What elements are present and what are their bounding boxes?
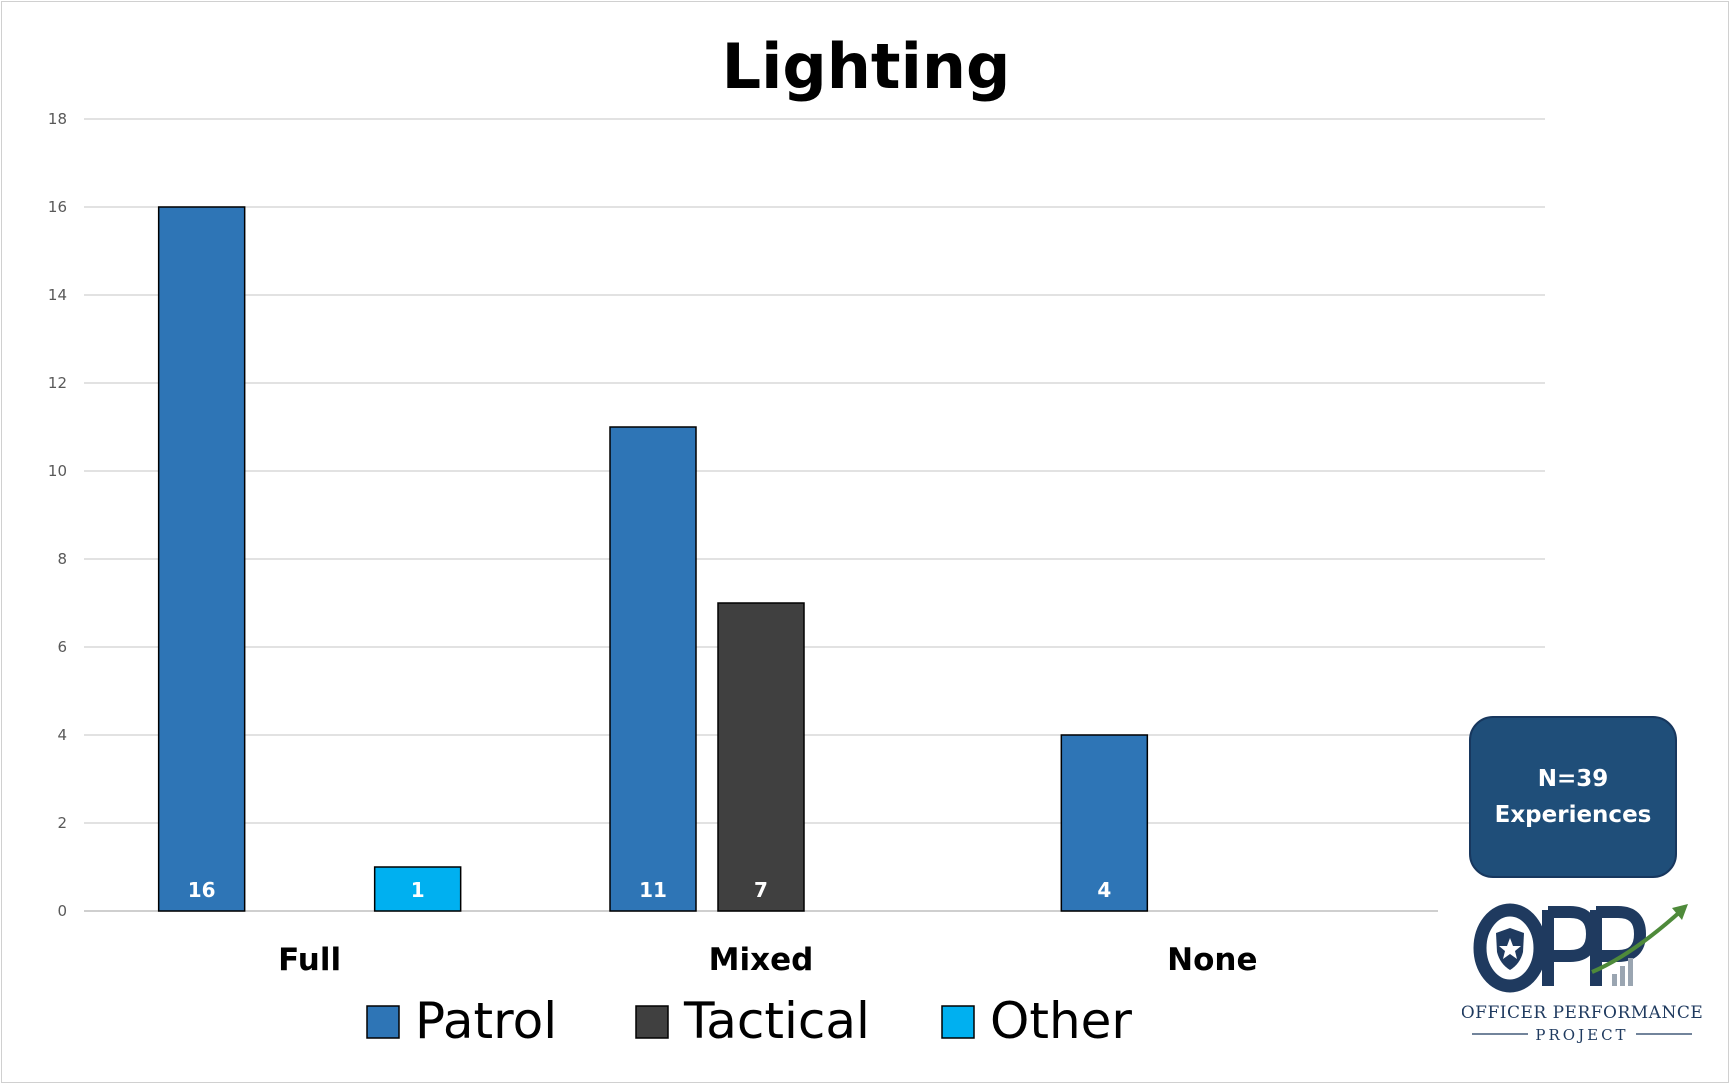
data-labels: 16 1 11 7 4 [188, 878, 1112, 902]
legend-label-other: Other [990, 992, 1132, 1050]
data-label: 7 [754, 878, 768, 902]
x-tick-label: Mixed [709, 942, 814, 978]
bar-patrol-none [1060, 734, 1149, 912]
y-tick-label: 18 [48, 110, 67, 128]
opp-logo: OFFICER PERFORMANCE PROJECT [1462, 903, 1702, 1044]
data-label: 1 [411, 878, 425, 902]
y-tick-label: 14 [48, 286, 67, 304]
gridlines [84, 118, 1545, 912]
bar-patrol-mixed [609, 426, 697, 912]
y-axis-ticks: 0 2 4 6 8 10 12 14 16 18 [48, 110, 67, 920]
sample-size-unit: Experiences [1494, 802, 1652, 828]
legend-swatch-other [941, 1005, 975, 1039]
chart-title: Lighting [722, 30, 1011, 103]
bar-patrol-full [157, 206, 246, 912]
logo-name: OFFICER PERFORMANCE [1462, 1003, 1702, 1023]
x-tick-label: None [1167, 942, 1257, 978]
y-tick-label: 8 [57, 550, 67, 568]
y-tick-label: 4 [57, 726, 67, 744]
y-tick-label: 10 [48, 462, 67, 480]
bar-tactical-mixed [717, 602, 805, 912]
legend-swatch-tactical [635, 1005, 669, 1039]
legend: Patrol Tactical Other [366, 992, 1132, 1050]
y-tick-label: 6 [57, 638, 67, 656]
logo-subname: PROJECT [1535, 1026, 1628, 1044]
logo-letter-o [1473, 903, 1547, 993]
data-label: 11 [639, 878, 667, 902]
data-label: 4 [1097, 878, 1111, 902]
y-tick-label: 16 [48, 198, 67, 216]
bar-other-full [373, 866, 462, 912]
legend-swatch-patrol [366, 1005, 400, 1039]
legend-label-patrol: Patrol [415, 992, 557, 1050]
y-tick-label: 0 [57, 902, 67, 920]
x-tick-label: Full [278, 942, 341, 978]
sample-size-box: N=39 Experiences [1469, 716, 1677, 878]
y-tick-label: 2 [57, 814, 67, 832]
police-badge-icon [1496, 928, 1524, 970]
legend-label-tactical: Tactical [683, 992, 870, 1050]
bars [157, 206, 1149, 912]
y-tick-label: 12 [48, 374, 67, 392]
logo-letters-pp [1542, 906, 1647, 986]
sample-size-count: N=39 [1537, 766, 1609, 792]
data-label: 16 [188, 878, 216, 902]
x-axis-ticks: Full Mixed None [278, 942, 1257, 978]
growth-arrow-icon [1591, 904, 1688, 986]
